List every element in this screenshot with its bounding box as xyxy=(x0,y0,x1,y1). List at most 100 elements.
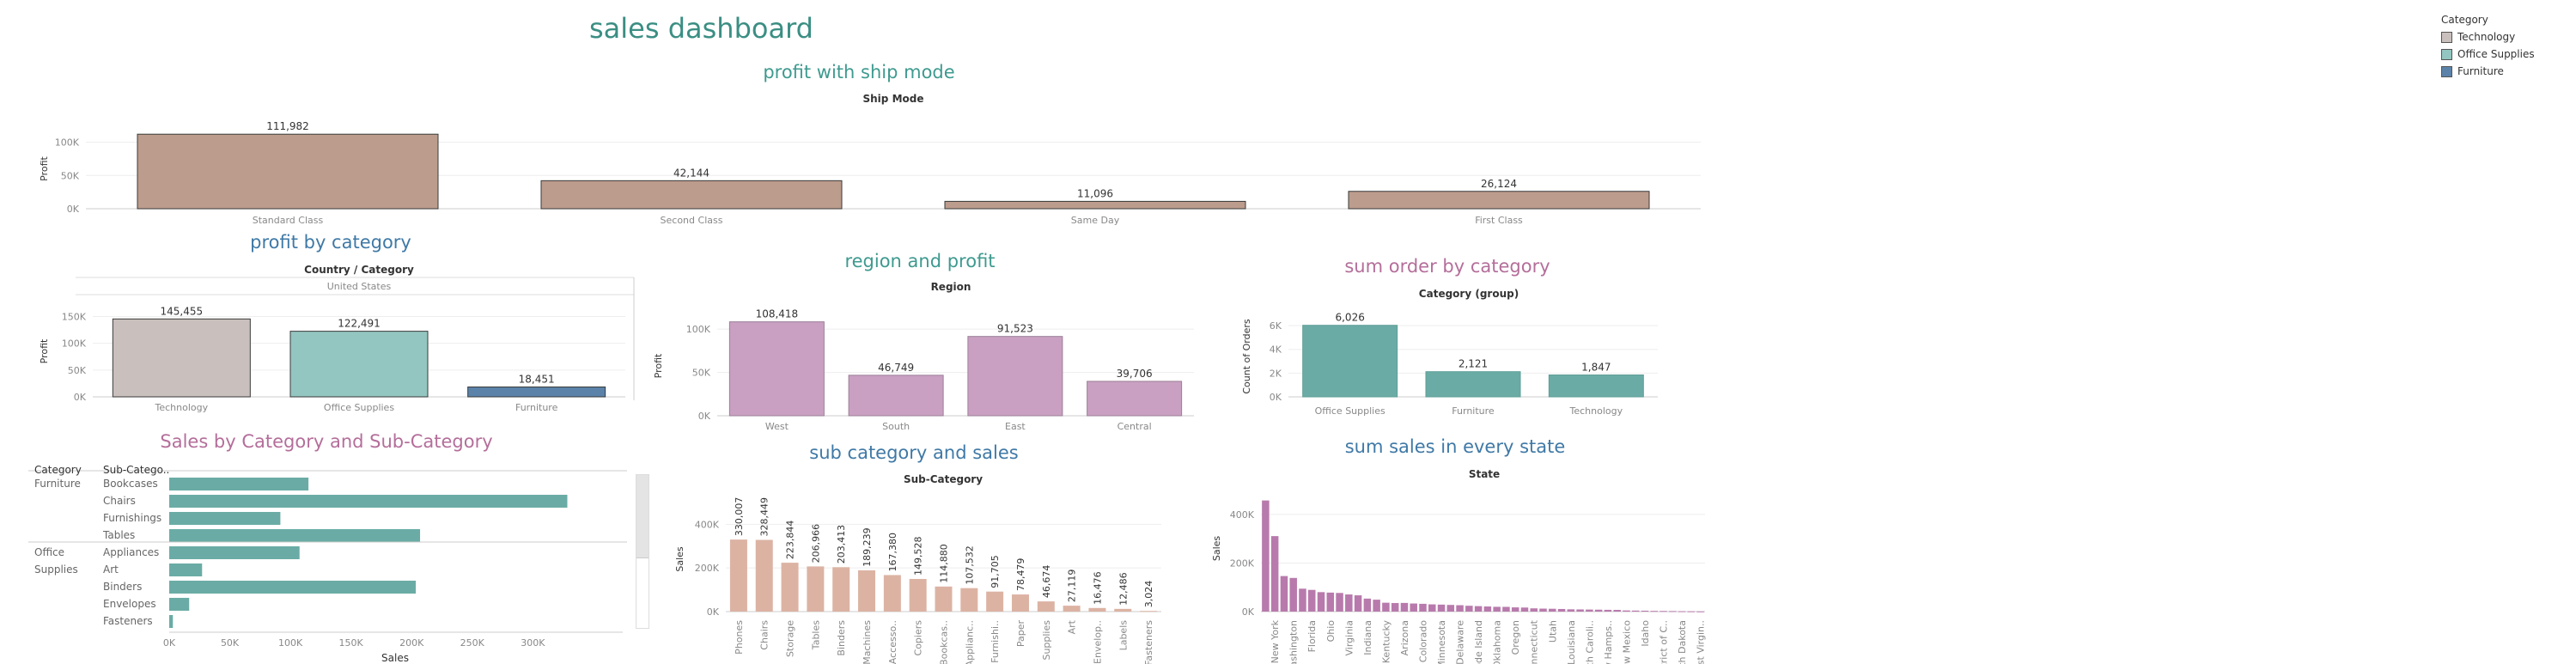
subsales-data-label: 27,119 xyxy=(1067,570,1078,603)
subsales-category-label: Applianc.. xyxy=(964,620,975,664)
subsales-bar xyxy=(1114,608,1132,612)
region-category-label: South xyxy=(882,421,910,432)
cat-ytick: 150K xyxy=(62,311,87,322)
region-data-label: 108,418 xyxy=(756,308,799,320)
subcat-xtick: 300K xyxy=(521,637,545,649)
subsales-data-label: 206,966 xyxy=(810,524,821,563)
dashboard-title: sales dashboard xyxy=(589,12,813,45)
state-bar xyxy=(1262,500,1270,612)
ship-data-label: 42,144 xyxy=(673,167,709,179)
subsales-data-label: 114,880 xyxy=(939,544,950,583)
subsales-bar xyxy=(986,591,1004,612)
subsales-category-label: Machines xyxy=(862,620,873,664)
orders-bar xyxy=(1302,325,1398,398)
row-header-category: Category xyxy=(34,464,82,476)
subcat-group-label-line: Supplies xyxy=(34,563,78,576)
subcat-bar xyxy=(169,478,309,490)
legend-item-technology[interactable]: Technology xyxy=(2441,28,2535,46)
state-bar xyxy=(1400,602,1409,612)
cat-data-label: 18,451 xyxy=(519,373,555,385)
orders-data-label: 1,847 xyxy=(1581,361,1611,373)
row-header-subcategory: Sub-Catego.. xyxy=(103,464,170,476)
region-category-label: East xyxy=(1005,421,1026,432)
subsales-data-label: 12,486 xyxy=(1117,572,1129,606)
state-bar xyxy=(1289,577,1297,612)
state-bar xyxy=(1336,593,1343,612)
subsales-bar xyxy=(909,578,927,612)
cat-subheader: United States xyxy=(327,281,392,292)
cat-data-label: 145,455 xyxy=(161,305,204,317)
orders-category-label: Technology xyxy=(1569,405,1623,417)
state-bar xyxy=(1631,610,1640,612)
subsales-ytick: 0K xyxy=(707,606,720,618)
cat-ylabel: Profit xyxy=(39,338,50,363)
subcat-group-label-line: Office xyxy=(34,546,64,558)
cat-ytick: 100K xyxy=(62,338,87,350)
state-bar xyxy=(1465,606,1473,612)
region-data-label: 46,749 xyxy=(878,362,914,374)
subsales-bar xyxy=(1088,607,1106,612)
state-bar xyxy=(1594,609,1603,612)
subcat-xtick: 150K xyxy=(339,637,364,649)
ship-ytick: 0K xyxy=(67,204,80,215)
state-bar xyxy=(1520,607,1529,612)
state-header: State xyxy=(1469,468,1500,480)
subsales-data-label: 223,844 xyxy=(785,521,796,560)
subsales-data-label: 107,532 xyxy=(964,545,975,585)
state-ytick: 200K xyxy=(1230,557,1255,569)
state-category-label: West Virgin.. xyxy=(1696,620,1707,664)
category-chart-title: profit by category xyxy=(250,232,411,253)
state-category-label: New York xyxy=(1270,619,1281,663)
orders-bar xyxy=(1425,371,1521,398)
subsales-bar xyxy=(935,586,953,612)
cat-category-label: Technology xyxy=(155,402,209,413)
subcat-bar xyxy=(169,529,421,542)
subsales-category-label: Binders xyxy=(836,620,847,656)
category-legend: Category Technology Office Supplies Furn… xyxy=(2441,14,2535,80)
state-bar xyxy=(1669,611,1677,612)
orders-ytick: 0K xyxy=(1270,392,1282,403)
ship-ytick: 50K xyxy=(61,170,80,181)
subsales-bar xyxy=(1063,606,1081,612)
ship-data-label: 111,982 xyxy=(266,120,309,132)
ship-bar xyxy=(540,180,843,210)
legend-title: Category xyxy=(2441,14,2488,26)
subsales-ylabel: Sales xyxy=(674,546,685,572)
state-bar xyxy=(1317,592,1325,612)
ship-bar xyxy=(1348,191,1650,210)
subcat-row-label: Tables xyxy=(102,529,135,541)
state-category-label: Minnesota xyxy=(1436,620,1447,664)
state-bar xyxy=(1483,606,1492,612)
state-bar xyxy=(1299,588,1306,612)
state-bar xyxy=(1270,536,1279,612)
state-category-label: Florida xyxy=(1306,620,1318,652)
orders-ytick: 6K xyxy=(1270,320,1282,332)
subcat-xtick: 0K xyxy=(163,637,176,649)
ship-bar xyxy=(137,133,439,210)
subsales-bar xyxy=(1037,601,1055,612)
state-bar xyxy=(1604,609,1612,612)
state-chart-title: sum sales in every state xyxy=(1344,436,1566,457)
subcat-row-label: Appliances xyxy=(103,546,159,558)
subcat-row-label: Binders xyxy=(103,581,142,593)
ship-ytick: 100K xyxy=(55,137,80,149)
subcat-xtick: 100K xyxy=(278,637,303,649)
state-category-label: South Caroli.. xyxy=(1584,620,1595,664)
state-category-label: Indiana xyxy=(1362,620,1373,655)
ship-category-label: Standard Class xyxy=(253,215,324,226)
orders-chart-title: sum order by category xyxy=(1344,256,1550,277)
subsales-data-label: 78,479 xyxy=(1015,558,1026,592)
state-category-label: Idaho xyxy=(1640,620,1651,647)
scrollbar-track[interactable] xyxy=(636,474,649,629)
legend-item-furniture[interactable]: Furniture xyxy=(2441,63,2535,80)
state-bar xyxy=(1623,610,1630,612)
orders-category-label: Furniture xyxy=(1452,405,1495,417)
state-bar xyxy=(1326,592,1335,612)
subcat-row-label: Bookcases xyxy=(103,478,158,490)
state-bar xyxy=(1613,610,1621,612)
subsales-bar xyxy=(781,563,799,612)
subcat-xtick: 250K xyxy=(460,637,485,649)
legend-item-office-supplies[interactable]: Office Supplies xyxy=(2441,46,2535,63)
cat-bar xyxy=(112,318,251,398)
subsales-bar xyxy=(883,575,901,612)
